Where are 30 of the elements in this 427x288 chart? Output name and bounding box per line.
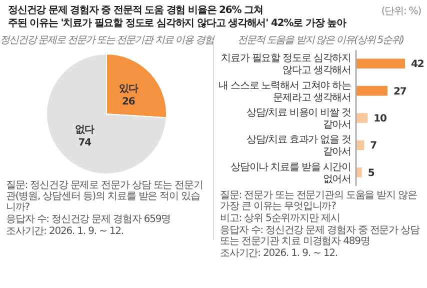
text: 주된 이유는 '치료가 필요할 정도로 심각하지 않다고 생각해서' 42%로 가장 높아 bbox=[8, 17, 348, 30]
text: 질문: 정신건강 문제로 전문가 상담 또는 전문기관(병원, 상담센터 등)의 치료를 받은 적이 있습니까? bbox=[6, 180, 204, 213]
bar bbox=[356, 113, 368, 123]
text: (단위: %) bbox=[381, 5, 421, 18]
data-label: 5 bbox=[368, 168, 375, 179]
data-label: 74 bbox=[78, 138, 92, 149]
chart-title: 정신건강 문제로 전문가 또는 전문기관 치료 이용 경험 bbox=[0, 34, 214, 48]
text: 비고: 상위 5순위까지만 제시 bbox=[220, 213, 341, 224]
data-label: 27 bbox=[394, 86, 407, 98]
slice-label: 없다 bbox=[75, 124, 95, 136]
y-tick-label: 내 스스로 노력해서 고쳐야 하는 문제라고 생각해서 bbox=[218, 80, 352, 104]
text: 질문: 전문가 또는 전문기관의 도움을 받지 않은 가장 큰 이유는 무엇입니까? bbox=[220, 190, 418, 212]
data-label: 42 bbox=[411, 59, 424, 70]
text: 정신건강 문제 경험자 중 전문적 도움 경험 비율은 26% 그쳐 bbox=[8, 4, 264, 17]
y-tick-label: 상담/치료 비용이 비쌀 것 같아서 bbox=[246, 108, 352, 130]
data-label: 26 bbox=[122, 96, 136, 108]
bar bbox=[356, 58, 405, 68]
text: 조사기간: 2026. 1. 9. ~ 12. bbox=[6, 226, 124, 237]
y-tick-label: 치료가 필요할 정도로 심각하지 않다고 생각해서 bbox=[221, 53, 351, 76]
chart-title: 전문적 도움을 받지 않은 이유(상위 5순위) bbox=[236, 34, 405, 48]
y-tick-label: 상담/치료 효과가 없을 것 같아서 bbox=[246, 134, 352, 158]
slice-label: 있다 bbox=[118, 83, 138, 94]
pie-slice bbox=[46, 54, 167, 174]
data-label: 7 bbox=[370, 140, 378, 152]
text: 응답자 수: 정신건강 문제 경험자 659명 bbox=[6, 214, 172, 225]
y-tick-label: 상담이나 치료를 받을 시간이 없어서 bbox=[230, 162, 351, 185]
data-label: 10 bbox=[374, 114, 388, 124]
bar bbox=[356, 86, 388, 96]
text: 응답자 수: 정신건강 문제 경험자 중 전문가 상담 또는 전문기관 치료 미경험자 489명 bbox=[220, 225, 421, 247]
text: 조사기간: 2026. 1. 9. ~ 12. bbox=[220, 248, 338, 259]
